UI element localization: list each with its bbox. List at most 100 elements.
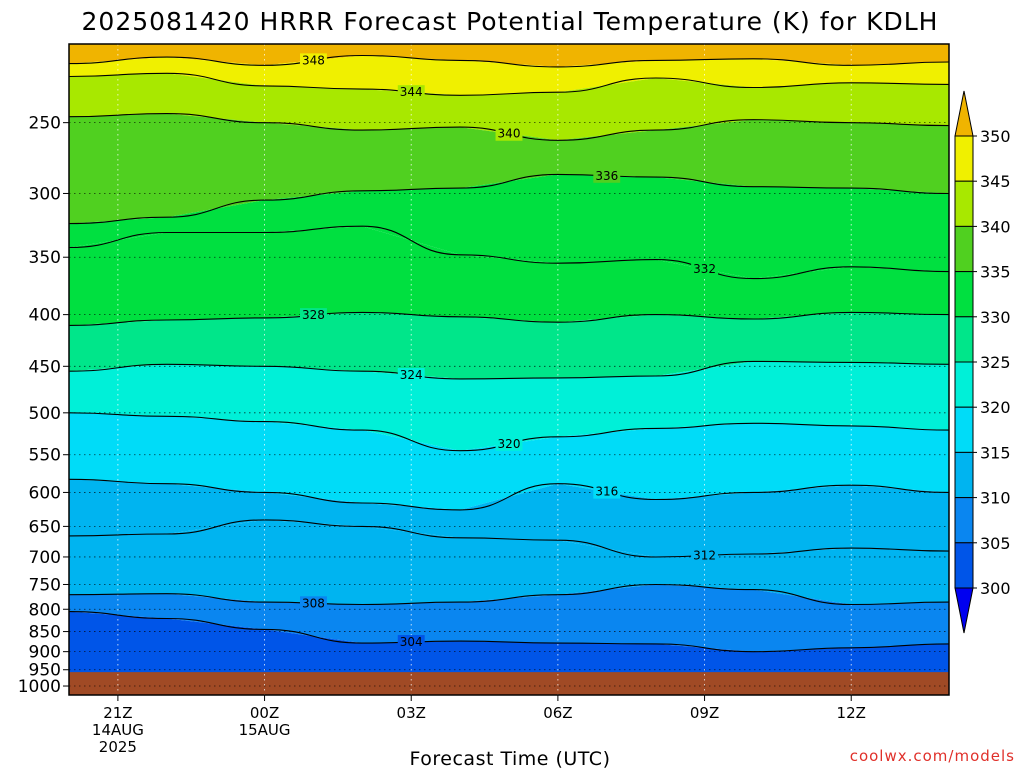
colorbar-swatch [954,180,974,227]
contour-328 [69,311,949,326]
y-tick-label: 450 [29,357,61,377]
contour-label-bg [299,53,327,68]
colorbar-swatch [954,225,974,273]
filled-bands [69,44,949,695]
colorbar-label: 300 [980,579,1011,598]
band-326 [69,312,949,379]
contour-lines: 348 344 340 336 332 328 324 320 316 312 308 304 [69,53,949,653]
colorbar-top-arrow [954,90,974,137]
y-tick-label: 950 [29,661,61,681]
contour-label-324: 324 [400,368,423,382]
chart-title: 2025081420 HRRR Forecast Potential Tempe… [82,7,939,36]
y-tick-label: 550 [29,446,61,466]
credit-text: coolwx.com/models [850,747,1015,765]
y-tick-label: 300 [29,184,61,204]
band-310 [69,519,949,605]
colorbar-label: 340 [980,217,1011,236]
y-axis: 2503003504004505005506006507007508008509… [18,114,69,697]
band-322 [69,361,949,451]
y-tick-label: 850 [29,623,61,643]
contour-312 [69,519,949,558]
contour-label-bg [397,85,425,100]
contour-label-344: 344 [400,85,423,99]
colorbar-swatch [954,361,974,408]
contour-label-312: 312 [693,548,716,562]
contour-344 [69,72,949,96]
plot-area: 348 344 340 336 332 328 324 320 316 312 308 304 [69,44,949,695]
y-tick-label: 800 [29,600,61,620]
band-306 [69,584,949,652]
contour-label-bg [299,596,327,611]
y-tick-label: 750 [29,575,61,595]
band-330 [69,226,949,326]
colorbar-label: 330 [980,308,1011,327]
contour-label-348: 348 [302,53,325,67]
x-tick-label: 12Z [837,704,866,722]
ground-surface [69,672,949,695]
colorbar-swatch [954,542,974,589]
band-314 [69,479,949,557]
colorbar-bottom-arrow [954,587,974,634]
colorbar-label: 320 [980,398,1011,417]
contour-label-bg [691,262,719,277]
plot-frame [68,43,950,696]
colorbar-label: 345 [980,172,1011,191]
colorbar-label: 310 [980,489,1011,508]
band-338 [69,113,949,224]
contour-label-328: 328 [302,308,325,322]
contour-label-bg [495,126,523,141]
contour-label-316: 316 [595,485,618,499]
colorbar-swatch [954,135,974,182]
contour-label-308: 308 [302,596,325,610]
contour-308 [69,583,949,606]
x-tick-year: 2025 [99,738,137,756]
band-346 [69,55,949,96]
contour-label-bg [397,368,425,383]
contour-label-bg [299,308,327,323]
colorbar-swatch [954,271,974,318]
x-tick-label: 00Z [250,704,279,722]
x-tick-label: 21Z [103,704,132,722]
colorbar-swatch [954,497,974,544]
colorbar-label: 315 [980,443,1011,462]
y-tick-label: 900 [29,643,61,663]
y-tick-label: 400 [29,306,61,326]
contour-label-320: 320 [498,437,521,451]
x-tick-label: 03Z [397,704,426,722]
colorbar-swatch [954,316,974,363]
y-tick-label: 350 [29,248,61,268]
colorbar-label: 350 [980,127,1011,146]
y-tick-label: 1000 [18,677,61,697]
contour-label-bg [495,436,523,451]
colorbar-legend: 300 305 310 315 320 325 330 335 340 345 350 [954,90,1011,634]
contour-label-bg [691,548,719,563]
contour-label-304: 304 [400,635,423,649]
contour-304 [69,611,949,653]
contour-label-bg [397,635,425,650]
colorbar-swatch [954,406,974,453]
contour-label-336: 336 [595,169,618,183]
contour-336 [69,173,949,225]
x-tick-date: 15AUG [239,721,291,739]
y-tick-label: 500 [29,404,61,424]
colorbar-label: 305 [980,534,1011,553]
band-334 [69,174,949,279]
contour-label-bg [593,484,621,499]
band-350 [69,44,949,67]
contour-label-340: 340 [498,127,521,141]
contour-label-332: 332 [693,262,716,276]
colorbar-label: 325 [980,353,1011,372]
x-tick-label: 06Z [543,704,572,722]
band-318 [69,412,949,510]
colorbar-label: 335 [980,263,1011,282]
contour-332 [69,225,949,280]
x-tick-label: 09Z [690,704,719,722]
y-tick-label: 250 [29,114,61,134]
y-tick-label: 600 [29,483,61,503]
contour-316 [69,478,949,511]
contour-324 [69,360,949,380]
y-tick-label: 650 [29,517,61,537]
contour-348 [69,54,949,68]
colorbar-swatch [954,451,974,499]
